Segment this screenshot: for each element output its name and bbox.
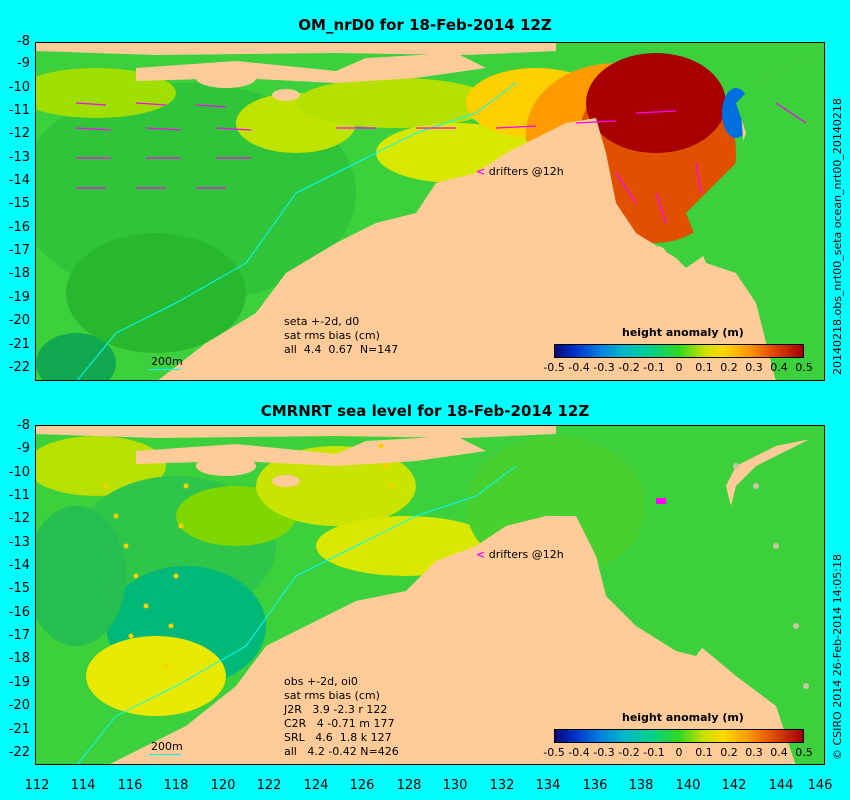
bottom-side-label: © CSIRO 2014 26-Feb-2014 14:05:18 <box>831 554 844 760</box>
bottom-scale: 200m <box>149 740 183 755</box>
bottom-panel-title: CMRNRT sea level for 18-Feb-2014 12Z <box>260 402 590 420</box>
top-side-label: 20140218.obs_nrt00_seta ocean_nrt00_2014… <box>831 98 844 375</box>
bottom-map-canvas <box>36 426 824 764</box>
top-map-canvas <box>36 43 824 380</box>
top-stats: seta +-2d, d0 sat rms bias (cm) all 4.4 … <box>284 315 399 356</box>
top-map: < drifters @12h seta +-2d, d0 sat rms bi… <box>35 42 825 381</box>
top-panel-title: OM_nrD0 for 18-Feb-2014 12Z <box>298 16 552 34</box>
bottom-map: < drifters @12h obs +-2d, oi0 sat rms bi… <box>35 425 825 765</box>
bottom-colorbar-title: height anomaly (m) <box>622 711 744 724</box>
bottom-colorbar <box>554 729 804 743</box>
bottom-drifter-note: < drifters @12h <box>476 548 564 561</box>
bottom-stats: obs +-2d, oi0 sat rms bias (cm) J2R 3.9 … <box>284 675 399 758</box>
top-scale: 200m <box>149 355 183 370</box>
top-colorbar <box>554 344 804 358</box>
top-colorbar-title: height anomaly (m) <box>622 326 744 339</box>
top-drifter-note: < drifters @12h <box>476 165 564 178</box>
